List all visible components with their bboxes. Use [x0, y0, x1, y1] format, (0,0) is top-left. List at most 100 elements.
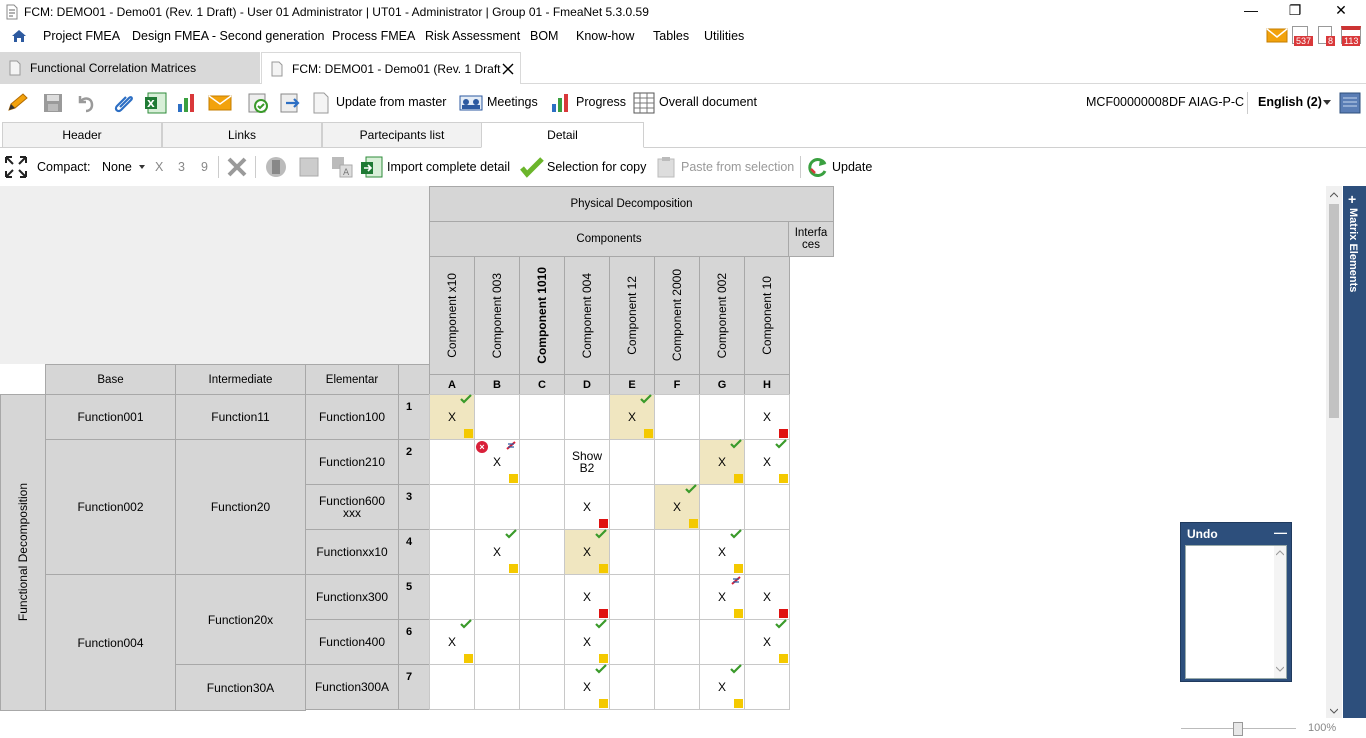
matrix-cell[interactable]: [519, 619, 565, 665]
calendar-badge[interactable]: 113: [1341, 26, 1365, 48]
matrix-cell[interactable]: Show B2: [564, 439, 610, 485]
excel-icon[interactable]: X: [144, 91, 168, 115]
matrix-cell[interactable]: [654, 664, 700, 710]
language-selector[interactable]: English (2): [1258, 95, 1322, 109]
delete-icon[interactable]: [226, 157, 248, 177]
selection-copy-icon[interactable]: [520, 156, 544, 178]
matrix-cell[interactable]: X: [609, 394, 655, 440]
elementar-function-cell[interactable]: Function210: [305, 439, 399, 485]
undo-collapse-button[interactable]: —: [1274, 525, 1287, 540]
intermediate-function-cell[interactable]: Function11: [175, 394, 306, 440]
component-header[interactable]: Component 1010: [519, 256, 565, 375]
matrix-cell[interactable]: [654, 529, 700, 575]
matrix-cell[interactable]: [564, 394, 610, 440]
undo-list[interactable]: [1185, 545, 1287, 679]
matrix-cell[interactable]: [429, 664, 475, 710]
home-icon[interactable]: [11, 28, 27, 44]
elementar-function-cell[interactable]: Functionxx10: [305, 529, 399, 575]
progress-button[interactable]: Progress: [576, 95, 627, 109]
approve-icon[interactable]: [246, 91, 270, 115]
component-header[interactable]: Component 004: [564, 256, 610, 375]
intermediate-function-cell[interactable]: Function20x: [175, 574, 306, 665]
component-header[interactable]: Component x10: [429, 256, 475, 375]
refresh-icon[interactable]: [806, 155, 830, 179]
matrix-cell[interactable]: X: [699, 439, 745, 485]
tab-detail[interactable]: Detail: [481, 122, 644, 148]
vertical-scrollbar[interactable]: [1326, 186, 1342, 718]
matrix-cell[interactable]: [654, 619, 700, 665]
matrix-cell[interactable]: [519, 484, 565, 530]
matrix-cell[interactable]: X: [564, 619, 610, 665]
save-icon[interactable]: [42, 92, 64, 114]
intermediate-function-cell[interactable]: Function30A: [175, 664, 306, 711]
matrix-cell[interactable]: [609, 484, 655, 530]
matrix-cell[interactable]: X: [699, 664, 745, 710]
compact-9[interactable]: 9: [201, 160, 208, 174]
component-header[interactable]: Component 12: [609, 256, 655, 375]
component-header[interactable]: Component 002: [699, 256, 745, 375]
paste-from-selection-button[interactable]: Paste from selection: [681, 160, 795, 174]
matrix-cell[interactable]: [519, 664, 565, 710]
matrix-cell[interactable]: [699, 619, 745, 665]
matrix-cell[interactable]: [474, 574, 520, 620]
menu-risk-assessment[interactable]: Risk Assessment: [425, 29, 521, 43]
matrix-cell[interactable]: [699, 394, 745, 440]
chart-icon[interactable]: [176, 92, 198, 114]
component-letter[interactable]: H: [744, 374, 790, 395]
component-letter[interactable]: A: [429, 374, 475, 395]
component-header[interactable]: Component 2000: [654, 256, 700, 375]
component-letter[interactable]: F: [654, 374, 700, 395]
elementar-column-header[interactable]: Elementar: [305, 364, 399, 395]
tab-fcm-demo01[interactable]: FCM: DEMO01 - Demo01 (Rev. 1 Draft: [261, 52, 521, 84]
update-from-master-button[interactable]: Update from master: [336, 95, 447, 109]
scroll-down-icon[interactable]: [1330, 708, 1338, 714]
elementar-function-cell[interactable]: Function300A: [305, 664, 399, 710]
expand-icon[interactable]: [4, 155, 28, 179]
restore-button[interactable]: ❐: [1272, 2, 1318, 22]
matrix-cell[interactable]: X: [744, 394, 790, 440]
matrix-cell[interactable]: X: [429, 619, 475, 665]
matrix-cell[interactable]: X: [564, 664, 610, 710]
chevron-down-icon[interactable]: [1323, 100, 1331, 106]
base-function-cell[interactable]: Function001: [45, 394, 176, 440]
matrix-cell[interactable]: [474, 394, 520, 440]
tab-links[interactable]: Links: [162, 122, 322, 148]
matrix-cell[interactable]: X: [654, 484, 700, 530]
email-icon[interactable]: [208, 94, 232, 112]
matrix-cell[interactable]: [474, 619, 520, 665]
meetings-icon[interactable]: [459, 94, 483, 112]
matrix-cell[interactable]: [429, 574, 475, 620]
tab-header[interactable]: Header: [2, 122, 162, 148]
menu-tables[interactable]: Tables: [653, 29, 690, 43]
elementar-function-cell[interactable]: Function600 xxx: [305, 484, 399, 530]
matrix-cell[interactable]: [699, 484, 745, 530]
compact-x[interactable]: X: [155, 160, 164, 174]
matrix-cell[interactable]: [474, 484, 520, 530]
elementar-function-cell[interactable]: Function100: [305, 394, 399, 440]
attachment-icon[interactable]: [112, 91, 136, 115]
update-from-master-icon[interactable]: [311, 91, 331, 115]
matrix-cell[interactable]: [519, 574, 565, 620]
import-complete-detail-button[interactable]: Import complete detail: [387, 160, 510, 174]
overall-document-icon[interactable]: [633, 92, 655, 114]
menu-process-fmea[interactable]: Process FMEA: [332, 29, 416, 43]
component-letter[interactable]: B: [474, 374, 520, 395]
matrix-cell[interactable]: [654, 574, 700, 620]
matrix-cell[interactable]: X: [744, 574, 790, 620]
close-tab-icon[interactable]: [502, 63, 514, 75]
base-function-cell[interactable]: Function004: [45, 574, 176, 711]
paste-icon[interactable]: [656, 156, 676, 178]
tab-functional-correlation-matrices[interactable]: Functional Correlation Matrices: [0, 52, 260, 84]
matrix-cell[interactable]: [429, 484, 475, 530]
matrix-cell[interactable]: X: [564, 484, 610, 530]
undo-scrollbar[interactable]: [1274, 546, 1286, 678]
zoom-slider-thumb[interactable]: [1233, 722, 1243, 736]
matrix-cell[interactable]: [609, 664, 655, 710]
menu-utilities[interactable]: Utilities: [704, 29, 745, 43]
compact-3[interactable]: 3: [178, 160, 185, 174]
export-icon[interactable]: [278, 91, 302, 115]
matrix-cell[interactable]: X ×: [474, 439, 520, 485]
matrix-cell[interactable]: [654, 394, 700, 440]
compact-select[interactable]: None: [102, 160, 132, 174]
documents-badge[interactable]: 8: [1318, 26, 1340, 48]
